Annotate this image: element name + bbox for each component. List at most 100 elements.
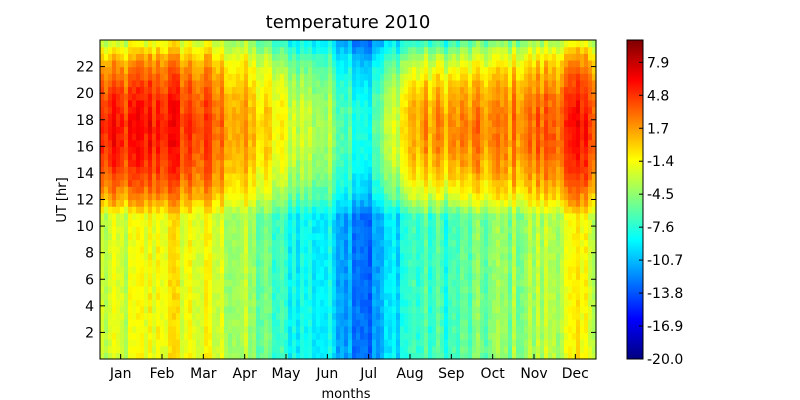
heatmap-cell [188, 305, 193, 314]
heatmap-cell [360, 79, 365, 88]
heatmap-cell [128, 46, 133, 54]
heatmap-cell [340, 345, 345, 353]
heatmap-cell [336, 119, 341, 127]
heatmap-cell [104, 312, 109, 320]
heatmap-cell [212, 93, 217, 101]
heatmap-cell [216, 319, 221, 327]
heatmap-cell [248, 133, 253, 141]
heatmap-cell [196, 325, 201, 334]
heatmap-cell [508, 46, 513, 54]
heatmap-cell [116, 73, 121, 81]
heatmap-cell [140, 159, 145, 167]
heatmap-cell [264, 325, 269, 334]
heatmap-cell [152, 239, 157, 247]
heatmap-cell [256, 186, 261, 194]
heatmap-cell [420, 206, 425, 214]
heatmap-cell [348, 79, 353, 88]
heatmap-cell [360, 252, 365, 260]
heatmap-cell [324, 46, 329, 54]
heatmap-cell [328, 219, 333, 227]
heatmap-cell [424, 339, 429, 347]
heatmap-cell [180, 292, 185, 300]
heatmap-cell [168, 206, 173, 214]
heatmap-cell [384, 305, 389, 314]
heatmap-cell [492, 319, 497, 327]
heatmap-cell [200, 66, 205, 74]
heatmap-cell [228, 199, 233, 207]
heatmap-cell [500, 46, 505, 54]
heatmap-cell [216, 279, 221, 287]
heatmap-cell [128, 319, 133, 327]
heatmap-cell [136, 252, 141, 260]
heatmap-cell [104, 159, 109, 167]
heatmap-cell [432, 66, 437, 74]
heatmap-cell [220, 259, 225, 267]
heatmap-cell [260, 259, 265, 267]
heatmap-cell [368, 106, 373, 114]
heatmap-cell [316, 79, 321, 88]
heatmap-cell [156, 339, 161, 347]
heatmap-cell [476, 113, 481, 121]
heatmap-cell [460, 339, 465, 347]
heatmap-cell [264, 345, 269, 353]
heatmap-cell [400, 305, 405, 314]
heatmap-cell [240, 86, 245, 94]
heatmap-cell [184, 299, 189, 307]
heatmap-cell [284, 106, 289, 114]
heatmap-cell [364, 279, 369, 287]
heatmap-cell [432, 292, 437, 300]
heatmap-cell [428, 292, 433, 300]
heatmap-cell [388, 40, 393, 48]
heatmap-cell [404, 332, 409, 340]
heatmap-cell [452, 199, 457, 207]
heatmap-cell [256, 99, 261, 108]
heatmap-cell [336, 113, 341, 121]
heatmap-cell [116, 265, 121, 274]
heatmap-cell [292, 73, 297, 81]
heatmap-cell [436, 305, 441, 314]
heatmap-cell [264, 113, 269, 121]
heatmap-cell [224, 166, 229, 174]
heatmap-cell [412, 146, 417, 154]
heatmap-cell [348, 106, 353, 114]
heatmap-cell [176, 226, 181, 234]
heatmap-cell [140, 345, 145, 353]
heatmap-cell [208, 239, 213, 247]
heatmap-cell [288, 345, 293, 353]
heatmap-cell [456, 345, 461, 353]
heatmap-cell [148, 59, 153, 68]
heatmap-cell [292, 299, 297, 307]
heatmap-cell [200, 259, 205, 267]
heatmap-cell [120, 226, 125, 234]
heatmap-cell [416, 212, 421, 221]
heatmap-cell [108, 152, 113, 161]
heatmap-cell [380, 212, 385, 221]
heatmap-cell [388, 265, 393, 274]
heatmap-cell [504, 226, 509, 234]
heatmap-cell [352, 239, 357, 247]
heatmap-cell [420, 146, 425, 154]
heatmap-cell [260, 299, 265, 307]
heatmap-cell [440, 139, 445, 147]
heatmap-cell [196, 159, 201, 167]
heatmap-cell [156, 312, 161, 320]
heatmap-cell [216, 332, 221, 340]
heatmap-cell [120, 232, 125, 240]
heatmap-cell [356, 199, 361, 207]
heatmap-cell [504, 166, 509, 174]
heatmap-cell [216, 285, 221, 294]
heatmap-cell [112, 139, 117, 147]
heatmap-cell [200, 186, 205, 194]
heatmap-cell [452, 93, 457, 101]
heatmap-cell [216, 265, 221, 274]
heatmap-cell [296, 265, 301, 274]
heatmap-cell [440, 93, 445, 101]
heatmap-cell [268, 352, 273, 360]
heatmap-cell [276, 292, 281, 300]
heatmap-cell [148, 212, 153, 221]
heatmap-cell [304, 166, 309, 174]
heatmap-cell [268, 279, 273, 287]
heatmap-cell [172, 86, 177, 94]
heatmap-cell [252, 252, 257, 260]
heatmap-cell [136, 86, 141, 94]
